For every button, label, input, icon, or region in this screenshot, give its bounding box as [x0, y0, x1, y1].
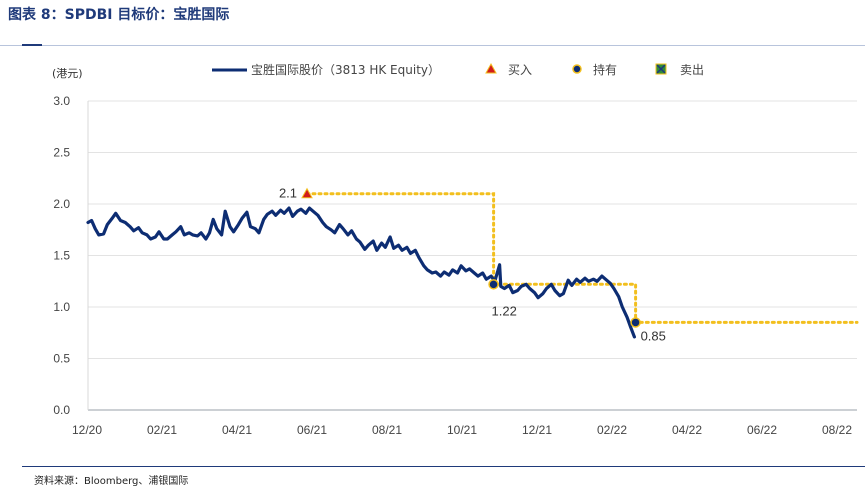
footer-rule — [22, 466, 865, 467]
buy-marker-label: 2.1 — [279, 186, 297, 201]
price-series-line — [86, 206, 637, 339]
marker-layer: 2.1 1.22 0.85 — [279, 186, 666, 344]
legend-price-label: 宝胜国际股价（3813 HK Equity） — [251, 62, 440, 77]
y-tick-label: 2.0 — [53, 197, 70, 211]
x-tick-label: 08/21 — [372, 423, 402, 437]
target-price-line — [305, 192, 859, 324]
y-unit-label: (港元) — [52, 67, 83, 80]
x-tick-label: 02/21 — [147, 423, 177, 437]
header-rule — [0, 45, 865, 46]
legend-hold-label: 持有 — [593, 62, 617, 77]
legend-sell-icon — [655, 63, 667, 75]
y-tick-label: 1.0 — [53, 300, 70, 314]
legend-hold-icon — [572, 64, 582, 74]
legend-buy-label: 买入 — [508, 63, 532, 77]
price-target-chart: 宝胜国际股价（3813 HK Equity） 买入 持有 卖出 (港元) 0.0… — [52, 62, 859, 437]
gridlines — [87, 100, 857, 411]
header-rule-accent — [22, 44, 42, 46]
buy-marker — [301, 187, 313, 199]
y-axis-ticks: 0.0 0.5 1.0 1.5 2.0 2.5 3.0 — [53, 94, 70, 417]
hold-marker-label: 1.22 — [492, 303, 517, 318]
y-tick-label: 3.0 — [53, 94, 70, 108]
x-tick-label: 04/21 — [222, 423, 252, 437]
x-axis-ticks: 12/20 02/21 04/21 06/21 08/21 10/21 12/21 02/22… — [72, 423, 852, 437]
hold-marker — [630, 317, 641, 328]
x-tick-label: 12/21 — [522, 423, 552, 437]
legend-buy-icon — [485, 62, 497, 74]
x-tick-label: 12/20 — [72, 423, 102, 437]
x-tick-label: 04/22 — [672, 423, 702, 437]
source-note: 资料来源：Bloomberg、浦银国际 — [34, 476, 189, 487]
figure-title: 图表 8：SPDBI 目标价：宝胜国际 — [8, 7, 230, 23]
x-tick-label: 06/21 — [297, 423, 327, 437]
x-tick-label: 08/22 — [822, 423, 852, 437]
hold-marker-label: 0.85 — [641, 328, 666, 343]
x-tick-label: 06/22 — [747, 423, 777, 437]
hold-marker — [488, 279, 499, 290]
y-tick-label: 0.5 — [53, 352, 70, 366]
x-tick-label: 10/21 — [447, 423, 477, 437]
y-tick-label: 1.5 — [53, 249, 70, 263]
y-tick-label: 2.5 — [53, 146, 70, 160]
x-tick-label: 02/22 — [597, 423, 627, 437]
y-tick-label: 0.0 — [53, 403, 70, 417]
series-layer — [86, 192, 859, 339]
legend-sell-label: 卖出 — [680, 63, 704, 77]
legend: 宝胜国际股价（3813 HK Equity） 买入 持有 卖出 — [212, 62, 704, 77]
